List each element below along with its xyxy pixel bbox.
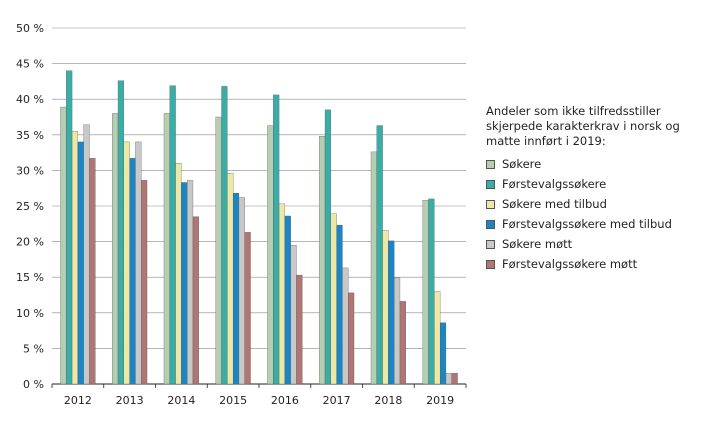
bar-2017-3 — [330, 213, 337, 385]
bar-2015-4 — [232, 193, 240, 385]
bar-2014-1 — [163, 113, 170, 385]
y-tick-label: 50 % — [16, 22, 44, 35]
bar-2016-1 — [267, 125, 274, 385]
bar-2018-3 — [382, 230, 389, 385]
legend-items: Søkere Førstevalgssøkere Søkere med tilbud… — [486, 157, 711, 272]
y-tick-label: 5 % — [23, 342, 44, 355]
x-tick-label: 2015 — [219, 394, 247, 407]
legend-item: Søkere — [486, 157, 711, 172]
bar-2017-2 — [324, 109, 331, 385]
bar-2014-4 — [181, 182, 188, 385]
legend-item: Førstevalgssøkere med tilbud — [486, 217, 711, 232]
legend-label: Førstevalgssøkere — [502, 177, 607, 191]
y-axis: 0 % 5 % 10 % 15 % 20 % 25 % 30 % 35 % 40 % 45 % 50… — [16, 22, 44, 391]
x-tick-label: 2014 — [167, 394, 195, 407]
x-tick-label: 2012 — [64, 394, 92, 407]
bar-2018-4 — [388, 240, 395, 385]
bar-2016-2 — [273, 94, 280, 385]
bar-2015-3 — [227, 173, 234, 385]
x-tick-label: 2016 — [271, 394, 299, 407]
bar-2017-5 — [342, 267, 349, 385]
bar-2019-1 — [422, 200, 429, 385]
y-tick-label: 15 % — [16, 271, 44, 284]
y-tick-label: 45 % — [16, 58, 44, 71]
bar-2015-1 — [215, 116, 222, 385]
bar-2012-4 — [77, 141, 84, 385]
bar-2013-2 — [117, 80, 124, 385]
y-tick-label: 35 % — [16, 129, 44, 142]
legend-label: Søkere møtt — [502, 237, 573, 251]
bar-2018-1 — [370, 151, 377, 385]
bar-2015-2 — [221, 86, 228, 385]
bar-2018-5 — [394, 277, 401, 385]
x-tick-label: 2018 — [374, 394, 402, 407]
bar-2014-3 — [175, 163, 182, 385]
bar-2013-4 — [129, 158, 136, 385]
legend-swatch — [486, 220, 495, 229]
bar-2013-6 — [141, 180, 148, 385]
legend-swatch — [486, 200, 495, 209]
y-tick-label: 30 % — [16, 164, 44, 177]
x-tick-label: 2017 — [323, 394, 351, 407]
bar-2016-5 — [290, 245, 297, 385]
y-tick-label: 40 % — [16, 93, 44, 106]
x-tick-label: 2019 — [426, 394, 454, 407]
legend-item: Søkere møtt — [486, 237, 711, 252]
bar-2019-4 — [439, 322, 447, 385]
bar-2019-6 — [451, 373, 458, 385]
bar-2016-3 — [278, 203, 286, 385]
legend-item: Søkere med tilbud — [486, 197, 711, 212]
bar-2014-2 — [169, 85, 176, 385]
legend: Andeler som ikke tilfredsstiller skjerpe… — [486, 104, 711, 277]
bar-2015-6 — [244, 232, 251, 385]
bar-2018-6 — [399, 301, 406, 385]
legend-title: Andeler som ikke tilfredsstiller skjerpe… — [486, 104, 680, 148]
x-tick-label: 2013 — [116, 394, 144, 407]
y-tick-label: 0 % — [23, 378, 44, 391]
bar-2016-4 — [284, 215, 291, 385]
bar-2019-2 — [428, 198, 435, 385]
bar-2019-3 — [434, 291, 441, 385]
bar-2017-6 — [348, 292, 355, 385]
bar-2015-5 — [238, 197, 245, 385]
legend-label: Søkere — [502, 157, 542, 171]
bar-2012-1 — [60, 106, 67, 385]
bar-2014-6 — [192, 216, 199, 385]
bar-2017-4 — [336, 225, 343, 385]
bar-2012-5 — [83, 124, 90, 385]
bar-2016-6 — [296, 274, 303, 385]
legend-swatch — [486, 160, 495, 169]
bar-2017-1 — [319, 136, 326, 385]
legend-item: Førstevalgssøkere møtt — [486, 257, 711, 272]
legend-swatch — [486, 260, 495, 269]
bar-2013-5 — [135, 141, 142, 385]
y-tick-label: 20 % — [16, 236, 44, 249]
legend-swatch — [486, 180, 495, 189]
bar-2013-3 — [123, 141, 130, 385]
bar-2018-2 — [376, 125, 383, 385]
y-tick-label: 10 % — [16, 307, 44, 320]
legend-label: Førstevalgssøkere møtt — [502, 257, 638, 271]
legend-label: Søkere med tilbud — [502, 197, 607, 211]
y-tick-label: 25 % — [16, 200, 44, 213]
bar-2013-1 — [112, 113, 119, 385]
bar-2014-5 — [187, 180, 194, 385]
bar-2012-6 — [89, 158, 96, 385]
bar-2012-3 — [71, 131, 79, 385]
bar-2019-5 — [445, 373, 452, 385]
bar-2012-2 — [66, 70, 73, 385]
x-axis: 2012 2013 2014 2015 2016 2017 2018 2019 — [51, 384, 467, 407]
legend-item: Førstevalgssøkere — [486, 177, 711, 192]
legend-swatch — [486, 240, 495, 249]
legend-label: Førstevalgssøkere med tilbud — [502, 217, 672, 231]
bars — [60, 70, 458, 385]
